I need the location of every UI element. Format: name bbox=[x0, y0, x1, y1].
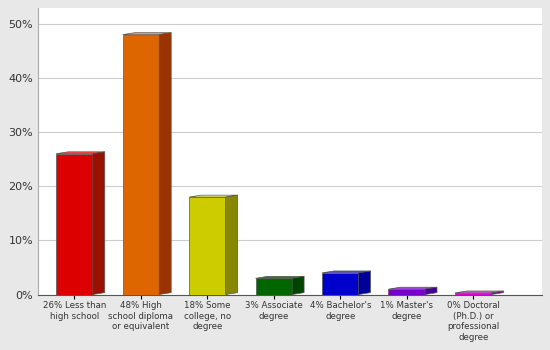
Polygon shape bbox=[56, 152, 104, 154]
Polygon shape bbox=[388, 287, 437, 289]
Polygon shape bbox=[226, 195, 238, 294]
Polygon shape bbox=[322, 271, 371, 273]
Bar bbox=[388, 289, 425, 294]
Polygon shape bbox=[93, 152, 104, 294]
Bar bbox=[256, 278, 292, 294]
Polygon shape bbox=[292, 276, 304, 294]
Polygon shape bbox=[425, 287, 437, 294]
Bar bbox=[56, 154, 93, 294]
Polygon shape bbox=[455, 291, 503, 293]
Bar bbox=[123, 35, 159, 294]
Polygon shape bbox=[359, 271, 371, 294]
Bar bbox=[455, 293, 492, 294]
Polygon shape bbox=[189, 195, 238, 197]
Bar bbox=[189, 197, 226, 294]
Polygon shape bbox=[123, 33, 171, 35]
Polygon shape bbox=[256, 276, 304, 278]
Polygon shape bbox=[492, 291, 503, 294]
Polygon shape bbox=[159, 33, 171, 294]
Bar bbox=[322, 273, 359, 294]
